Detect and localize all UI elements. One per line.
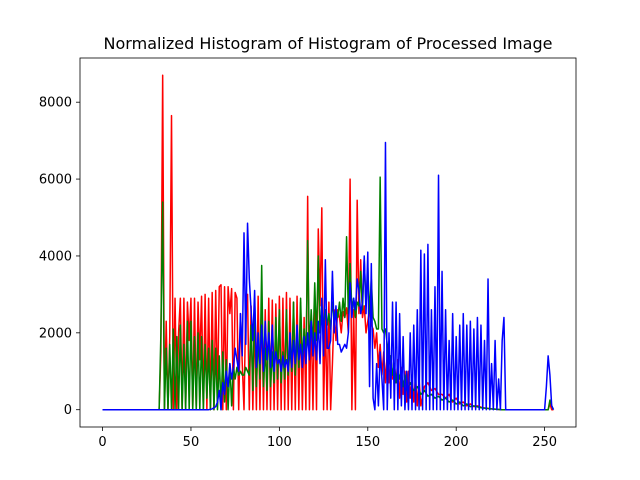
plot-frame	[79, 57, 577, 428]
x-tick-label: 200	[444, 435, 469, 450]
x-tick-label: 50	[183, 435, 200, 450]
chart-title: Normalized Histogram of Histogram of Pro…	[104, 34, 553, 53]
y-axis: 0 2000 4000 6000 8000	[39, 96, 80, 418]
x-axis: 0 50 100 150 200 250	[98, 427, 557, 450]
y-tick-label: 2000	[39, 326, 72, 341]
x-tick-label: 250	[532, 435, 557, 450]
x-tick-label: 0	[98, 435, 106, 450]
y-tick-label: 6000	[39, 173, 72, 188]
y-tick-label: 4000	[39, 249, 72, 264]
series-line-2	[102, 141, 555, 411]
y-tick-label: 0	[64, 403, 72, 418]
x-tick-label: 100	[267, 435, 292, 450]
y-tick-label: 8000	[39, 96, 72, 111]
x-tick-label: 150	[355, 435, 380, 450]
